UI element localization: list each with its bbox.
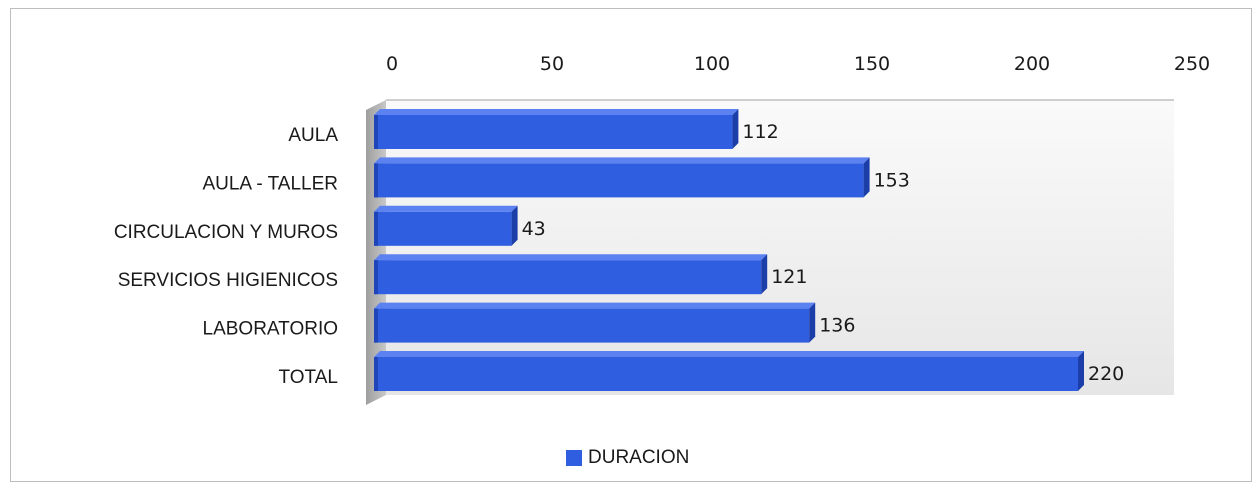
bar-top-face: [374, 302, 816, 309]
bar: [374, 109, 739, 149]
data-label: 112: [742, 121, 778, 143]
bar-front-face: [374, 357, 1078, 391]
bar-front-face: [374, 211, 512, 246]
bar: [374, 302, 816, 343]
x-tick-label: 150: [854, 53, 890, 75]
data-label: 153: [874, 169, 910, 191]
x-axis-ticks: 0 50 100 150 200 250: [386, 53, 1210, 75]
bar-top-face: [374, 254, 768, 261]
bar-top-face: [374, 157, 870, 164]
bar: [374, 254, 768, 295]
category-label: AULA - TALLER: [202, 173, 338, 194]
bar-left-edge: [374, 211, 378, 246]
category-labels: AULA AULA - TALLER CIRCULACION Y MUROS SERV…: [114, 125, 338, 388]
category-label: SERVICIOS HIGIENICOS: [118, 270, 338, 291]
category-label: CIRCULACION Y MUROS: [114, 222, 338, 243]
bar-top-face: [374, 351, 1084, 357]
data-label: 220: [1088, 363, 1124, 385]
plot-back-wall: [386, 100, 1174, 395]
bar-side-face: [863, 157, 870, 198]
category-label: TOTAL: [279, 367, 338, 388]
bar: [374, 205, 518, 246]
bar-top-face: [374, 109, 739, 115]
bar-front-face: [374, 115, 733, 149]
bar-front-face: [374, 163, 864, 198]
x-tick-label: 100: [694, 53, 730, 75]
bar-front-face: [374, 308, 810, 343]
bar-side-face: [809, 302, 816, 343]
data-label: 43: [522, 218, 546, 240]
data-labels: 112 153 43 121 136 220: [522, 121, 1125, 385]
data-label: 136: [819, 315, 855, 337]
bar: [374, 351, 1084, 391]
bar-left-edge: [374, 115, 378, 149]
x-tick-label: 200: [1014, 53, 1050, 75]
bar-left-edge: [374, 260, 378, 295]
legend: DURACION: [566, 447, 689, 469]
bar-front-face: [374, 260, 762, 295]
category-label: AULA: [288, 125, 338, 146]
bar-side-face: [511, 205, 518, 246]
category-label: LABORATORIO: [203, 319, 339, 340]
legend-swatch: [566, 450, 582, 466]
data-label: 121: [771, 266, 807, 288]
bar-left-edge: [374, 308, 378, 343]
bar-side-face: [761, 254, 768, 295]
bar-side-face: [732, 109, 739, 149]
bar-left-edge: [374, 163, 378, 198]
legend-label: DURACION: [588, 447, 690, 468]
bar: [374, 157, 870, 198]
bar-left-edge: [374, 357, 378, 391]
x-tick-label: 0: [386, 53, 398, 75]
x-tick-label: 50: [540, 53, 564, 75]
bars: [374, 109, 1084, 391]
bar-top-face: [374, 205, 518, 212]
bar-side-face: [1078, 351, 1084, 391]
x-tick-label: 250: [1174, 53, 1210, 75]
